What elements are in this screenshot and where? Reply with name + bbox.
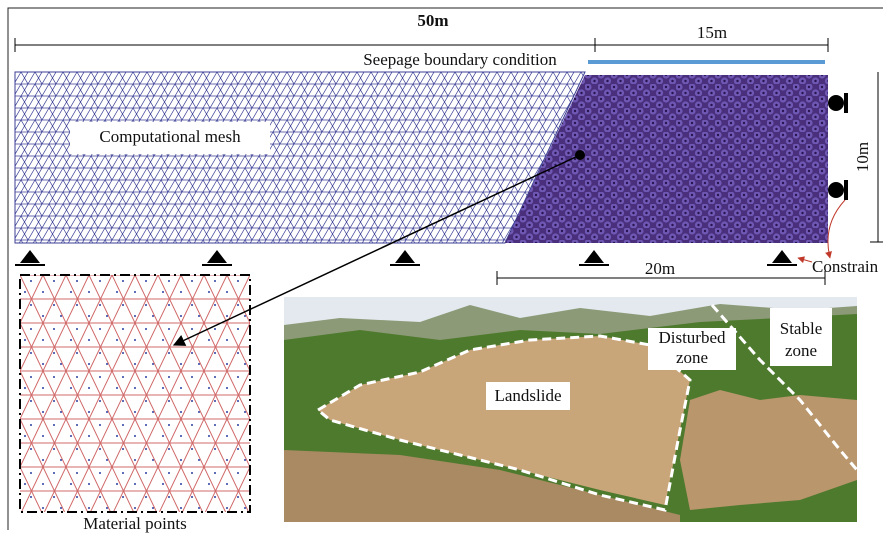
dim-label: 20m (645, 259, 675, 278)
support (15, 250, 45, 266)
roller (828, 95, 844, 111)
supports (15, 250, 797, 266)
dim-label: 10m (853, 142, 872, 172)
dim-label: 15m (697, 23, 727, 42)
inset-mesh (20, 275, 250, 512)
constraint-label: Constrain (812, 257, 879, 276)
roller-bar (844, 93, 848, 113)
constraint-arrow (828, 200, 845, 258)
support (579, 250, 609, 266)
support (767, 250, 797, 266)
inset-label: Material points (83, 514, 186, 533)
mesh (15, 72, 585, 243)
mesh-label: Computational mesh (99, 127, 241, 146)
stable-label: zone (785, 341, 817, 360)
figure: 50m 15m Seepage boundary condition Compu… (0, 0, 883, 538)
constraint-arrow (798, 258, 812, 262)
support (202, 250, 232, 266)
stable-label: Stable (780, 319, 823, 338)
roller (828, 182, 844, 198)
photo: Landslide Disturbed zone Stable zone (284, 297, 857, 522)
landslide-label: Landslide (494, 386, 561, 405)
disturbed-label: zone (676, 348, 708, 367)
support (390, 250, 420, 266)
roller-bar (844, 180, 848, 200)
seepage-label: Seepage boundary condition (363, 50, 557, 69)
disturbed-label: Disturbed (658, 328, 726, 347)
dim-label: 50m (417, 11, 448, 30)
